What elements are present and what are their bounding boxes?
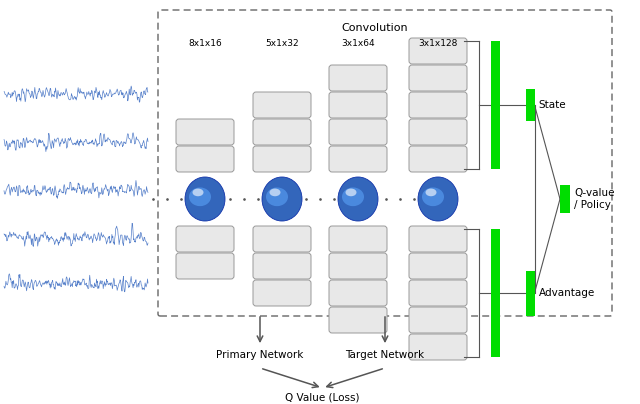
Text: Advantage: Advantage xyxy=(538,288,595,298)
FancyBboxPatch shape xyxy=(329,253,387,279)
FancyBboxPatch shape xyxy=(176,253,234,279)
FancyBboxPatch shape xyxy=(329,92,387,118)
FancyBboxPatch shape xyxy=(409,38,467,64)
FancyBboxPatch shape xyxy=(253,280,311,306)
FancyBboxPatch shape xyxy=(176,226,234,252)
Text: 8x1x16: 8x1x16 xyxy=(188,40,222,48)
Text: Primary Network: Primary Network xyxy=(216,350,304,360)
Text: State: State xyxy=(538,100,566,110)
FancyBboxPatch shape xyxy=(409,226,467,252)
FancyBboxPatch shape xyxy=(329,307,387,333)
FancyBboxPatch shape xyxy=(329,119,387,145)
Ellipse shape xyxy=(426,189,436,196)
Text: Q-value
/ Policy: Q-value / Policy xyxy=(574,188,614,210)
FancyBboxPatch shape xyxy=(253,253,311,279)
Ellipse shape xyxy=(422,187,444,206)
Ellipse shape xyxy=(266,187,288,206)
Bar xyxy=(525,89,534,121)
Bar xyxy=(490,229,499,357)
FancyBboxPatch shape xyxy=(329,146,387,172)
Ellipse shape xyxy=(418,177,458,221)
Text: 3x1x128: 3x1x128 xyxy=(419,40,458,48)
Ellipse shape xyxy=(269,189,280,196)
FancyBboxPatch shape xyxy=(409,280,467,306)
FancyBboxPatch shape xyxy=(409,119,467,145)
Ellipse shape xyxy=(193,189,204,196)
FancyBboxPatch shape xyxy=(409,334,467,360)
FancyBboxPatch shape xyxy=(409,253,467,279)
FancyBboxPatch shape xyxy=(409,92,467,118)
FancyBboxPatch shape xyxy=(409,146,467,172)
FancyBboxPatch shape xyxy=(409,307,467,333)
Bar xyxy=(525,271,534,316)
Ellipse shape xyxy=(342,187,364,206)
FancyBboxPatch shape xyxy=(409,65,467,91)
FancyBboxPatch shape xyxy=(329,226,387,252)
Ellipse shape xyxy=(185,177,225,221)
Bar xyxy=(490,41,499,169)
FancyBboxPatch shape xyxy=(253,146,311,172)
Bar xyxy=(560,185,570,213)
FancyBboxPatch shape xyxy=(329,65,387,91)
Text: Convolution: Convolution xyxy=(342,23,408,33)
Text: 5x1x32: 5x1x32 xyxy=(265,40,299,48)
Ellipse shape xyxy=(262,177,302,221)
FancyBboxPatch shape xyxy=(329,280,387,306)
Ellipse shape xyxy=(346,189,356,196)
Ellipse shape xyxy=(338,177,378,221)
Text: Target Network: Target Network xyxy=(346,350,424,360)
Text: Q Value (Loss): Q Value (Loss) xyxy=(285,392,360,402)
Ellipse shape xyxy=(189,187,211,206)
Text: 3x1x64: 3x1x64 xyxy=(341,40,375,48)
FancyBboxPatch shape xyxy=(253,92,311,118)
FancyBboxPatch shape xyxy=(176,119,234,145)
FancyBboxPatch shape xyxy=(253,226,311,252)
FancyBboxPatch shape xyxy=(253,119,311,145)
FancyBboxPatch shape xyxy=(176,146,234,172)
